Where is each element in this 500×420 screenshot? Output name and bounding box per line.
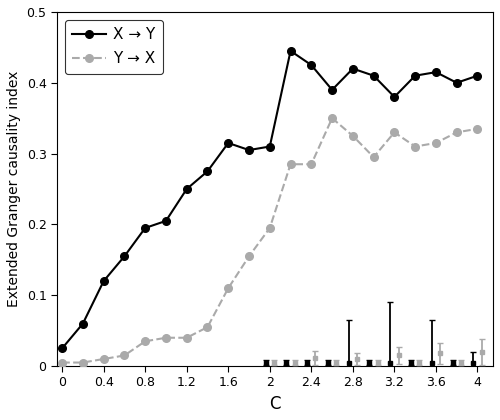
X → Y [59, 346, 65, 351]
Y → X [246, 254, 252, 259]
X → Y [267, 144, 273, 149]
X → Y [226, 140, 232, 145]
X → Y [329, 87, 335, 92]
X → Y [246, 147, 252, 152]
X → Y [184, 186, 190, 192]
X → Y [454, 80, 460, 85]
Y → X [267, 226, 273, 231]
Y → X [433, 140, 439, 145]
Line: Y → X: Y → X [58, 114, 482, 366]
Y → X [59, 360, 65, 365]
Y → X [474, 126, 480, 131]
Y → X [288, 162, 294, 167]
X → Y [370, 73, 376, 78]
X → Y [163, 218, 169, 223]
X → Y [80, 321, 86, 326]
X → Y [350, 66, 356, 71]
X → Y [392, 94, 398, 100]
Y-axis label: Extended Granger causality index: Extended Granger causality index [7, 71, 21, 307]
Y → X [454, 130, 460, 135]
X → Y [412, 73, 418, 78]
Y → X [392, 130, 398, 135]
X → Y [308, 63, 314, 68]
Y → X [226, 286, 232, 291]
X → Y [433, 70, 439, 75]
X → Y [100, 278, 106, 284]
X → Y [288, 48, 294, 53]
Y → X [370, 155, 376, 160]
Y → X [80, 360, 86, 365]
X → Y [204, 169, 210, 174]
Y → X [122, 353, 128, 358]
X → Y [474, 73, 480, 78]
Y → X [142, 339, 148, 344]
Y → X [329, 116, 335, 121]
Legend: X → Y, Y → X: X → Y, Y → X [64, 20, 164, 74]
X-axis label: C: C [269, 395, 280, 413]
X → Y [142, 226, 148, 231]
Y → X [350, 134, 356, 139]
Y → X [412, 144, 418, 149]
Y → X [308, 162, 314, 167]
Y → X [204, 325, 210, 330]
Line: X → Y: X → Y [58, 47, 482, 352]
Y → X [163, 335, 169, 340]
X → Y [122, 254, 128, 259]
Y → X [100, 357, 106, 362]
Y → X [184, 335, 190, 340]
